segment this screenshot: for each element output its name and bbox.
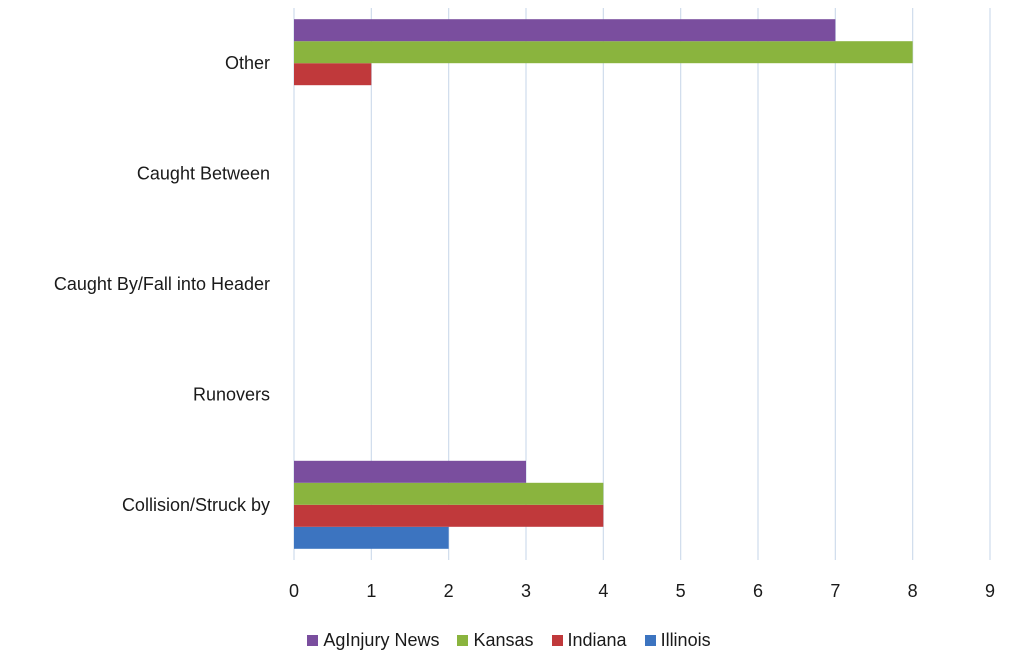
bar-illinois xyxy=(294,526,449,549)
legend-label: Kansas xyxy=(473,630,534,650)
bar-aginjury-news xyxy=(294,460,526,483)
x-tick-label: 6 xyxy=(753,581,763,601)
legend-swatch xyxy=(644,635,656,646)
x-tick-label: 0 xyxy=(289,581,299,601)
legend: AgInjury News Kansas Indiana Illinois xyxy=(0,630,1018,651)
legend-item: AgInjury News xyxy=(307,630,439,651)
legend-label: Indiana xyxy=(567,630,627,650)
x-tick-label: 5 xyxy=(676,581,686,601)
legend-swatch xyxy=(457,635,469,646)
bar-indiana xyxy=(294,504,604,527)
category-label: Other xyxy=(225,53,270,73)
x-tick-label: 8 xyxy=(908,581,918,601)
x-tick-label: 9 xyxy=(985,581,995,601)
bar-chart: Collision/Struck by Runovers Caught By/Fal… xyxy=(54,8,995,601)
legend-item: Kansas xyxy=(457,630,534,651)
legend-swatch xyxy=(551,635,563,646)
legend-label: Illinois xyxy=(660,630,711,650)
category-label: Collision/Struck by xyxy=(122,495,270,515)
bar-aginjury-news xyxy=(294,19,836,42)
x-tick-label: 4 xyxy=(598,581,608,601)
legend-item: Illinois xyxy=(644,630,711,651)
x-tick-label: 7 xyxy=(830,581,840,601)
legend-label: AgInjury News xyxy=(323,630,440,650)
x-tick-label: 2 xyxy=(444,581,454,601)
legend-item: Indiana xyxy=(551,630,627,651)
category-label: Runovers xyxy=(193,384,270,404)
x-tick-label: 1 xyxy=(366,581,376,601)
grid-lines xyxy=(293,8,991,560)
bar-kansas xyxy=(294,482,604,505)
bars xyxy=(294,19,913,549)
category-labels: Collision/Struck by Runovers Caught By/Fal… xyxy=(54,53,270,515)
legend-swatch xyxy=(307,635,319,646)
bar-indiana xyxy=(294,63,372,86)
category-label: Caught Between xyxy=(137,164,270,184)
x-tick-label: 3 xyxy=(521,581,531,601)
x-tick-labels: 0 1 2 3 4 5 6 7 8 9 xyxy=(289,581,995,601)
category-label: Caught By/Fall into Header xyxy=(54,274,270,294)
bar-kansas xyxy=(294,41,913,64)
